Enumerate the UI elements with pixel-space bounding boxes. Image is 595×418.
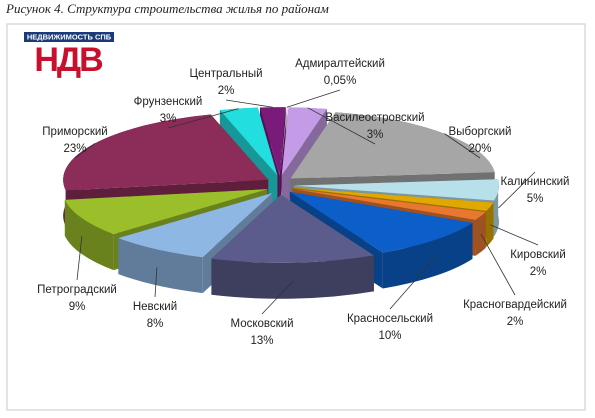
slice-wall — [118, 238, 203, 294]
slice — [293, 187, 494, 211]
value-label: 0,05% — [324, 75, 357, 87]
slice — [289, 191, 473, 253]
leader-line — [261, 280, 294, 315]
value-label: 9% — [69, 301, 86, 313]
slice — [219, 107, 278, 176]
slice-wall — [493, 179, 499, 237]
value-label: 23% — [63, 143, 86, 155]
slice — [63, 114, 269, 191]
value-label: 13% — [250, 335, 273, 347]
value-label: 8% — [147, 318, 164, 330]
slice — [64, 189, 268, 235]
leader-line — [154, 267, 158, 298]
slice-label: Московский — [230, 318, 293, 330]
slice-label: Выборгский — [449, 126, 512, 138]
slice-wall — [382, 222, 473, 289]
slice — [280, 107, 288, 176]
slice — [293, 179, 499, 201]
slice-label: Петроградский — [37, 284, 117, 296]
slice — [259, 107, 286, 176]
leader-line — [490, 224, 539, 246]
slice-label: Фрунзенский — [134, 96, 203, 108]
leader-line — [480, 233, 516, 296]
leader-line — [225, 99, 273, 108]
slice-label: Адмиралтейский — [295, 58, 385, 70]
slice-label: Красносельский — [347, 313, 433, 325]
chart-title: Рисунок 4. Структура строительства жилья… — [5, 1, 329, 16]
leader-line — [76, 236, 83, 281]
slice-label: Центральный — [189, 68, 262, 80]
slice-wall — [211, 255, 374, 299]
slice — [292, 188, 486, 220]
leader-line — [444, 133, 481, 159]
slice — [290, 112, 495, 179]
slice-label: Невский — [133, 301, 177, 313]
value-label: 3% — [160, 113, 177, 125]
value-label: 2% — [530, 266, 547, 278]
tops — [63, 107, 499, 263]
value-label: 5% — [527, 193, 544, 205]
slice-wall — [486, 202, 494, 247]
slice — [281, 107, 327, 176]
value-label: 2% — [507, 316, 524, 328]
leader-line — [74, 143, 96, 159]
value-label: 3% — [367, 129, 384, 141]
leader-line — [389, 257, 436, 310]
value-label: 20% — [468, 143, 491, 155]
slice — [211, 194, 374, 263]
leader-line — [307, 107, 376, 145]
slice-label: Кировский — [510, 249, 566, 261]
value-label: 10% — [378, 330, 401, 342]
leader-line — [167, 108, 239, 129]
slice-label: Красногвардейский — [463, 299, 567, 311]
slice-label: Калининский — [501, 176, 570, 188]
logo-bar — [24, 32, 114, 42]
slice-wall — [64, 199, 114, 271]
leader-line — [286, 89, 341, 108]
logo-top: НЕДВИЖИМОСТЬ СПБ — [27, 32, 112, 41]
logo-main: НДВ — [34, 41, 103, 79]
slice-wall — [475, 211, 486, 256]
leader-line — [498, 171, 536, 209]
value-label: 2% — [218, 85, 235, 97]
slice — [118, 193, 273, 258]
slice-label: Василеостровский — [325, 112, 424, 124]
slice-label: Приморский — [42, 126, 107, 138]
